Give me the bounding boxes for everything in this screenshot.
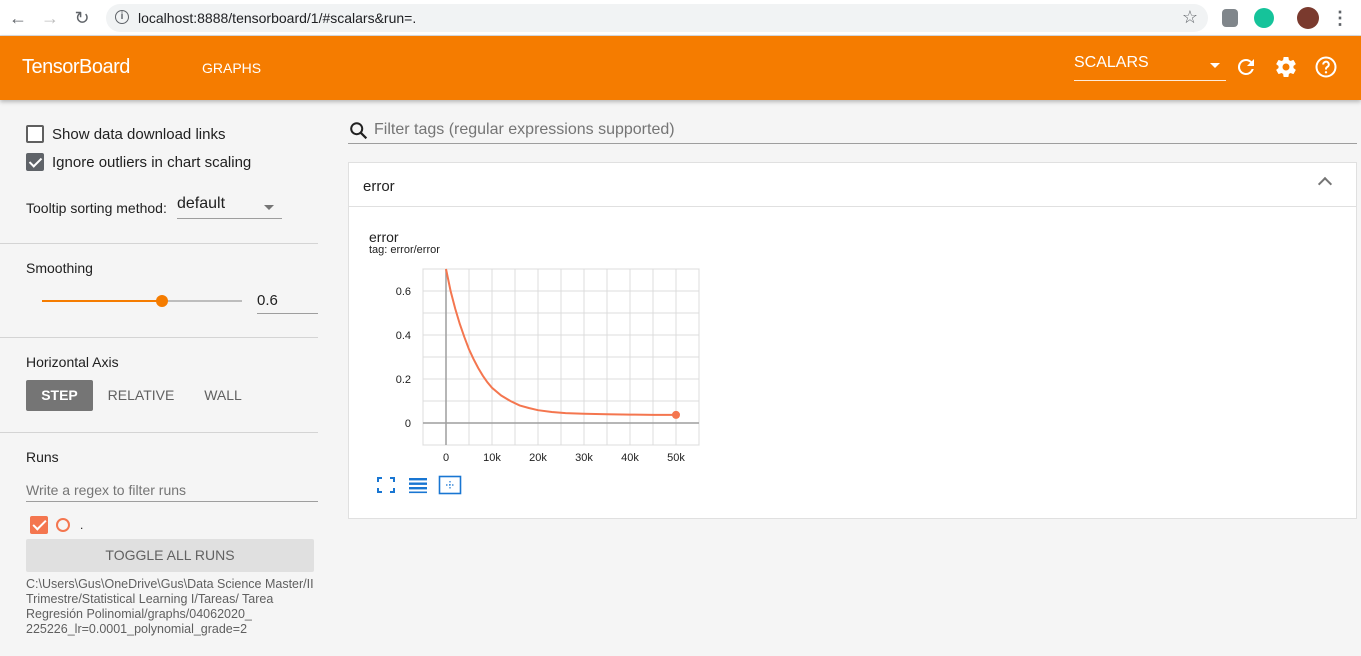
x-tick-label: 30k bbox=[575, 452, 593, 464]
show-download-links-checkbox[interactable] bbox=[26, 125, 44, 143]
tag-filter-placeholder: Filter tags (regular expressions support… bbox=[374, 121, 675, 138]
series-line bbox=[445, 268, 676, 416]
x-tick-label: 10k bbox=[483, 452, 501, 464]
divider bbox=[0, 243, 318, 244]
divider bbox=[0, 337, 318, 338]
y-tick-label: 0.6 bbox=[396, 286, 411, 298]
dashboard-select-value: SCALARS bbox=[1074, 54, 1149, 71]
tag-group-card: error error tag: error/error 0 0.2 0.4 0.6 0… bbox=[348, 162, 1357, 519]
tooltip-sorting-label: Tooltip sorting method: bbox=[26, 200, 167, 216]
x-tick-label: 20k bbox=[529, 452, 547, 464]
profile-avatar[interactable] bbox=[1297, 7, 1319, 29]
runs-label: Runs bbox=[26, 449, 59, 465]
smoothing-slider-knob[interactable] bbox=[156, 295, 168, 307]
tag-group-title: error bbox=[363, 178, 395, 195]
horizontal-axis-label: Horizontal Axis bbox=[26, 354, 119, 370]
ignore-outliers-checkbox[interactable] bbox=[26, 153, 44, 171]
smoothing-label: Smoothing bbox=[26, 260, 93, 276]
axis-wall-button[interactable]: WALL bbox=[204, 387, 242, 403]
tag-filter-input[interactable]: Filter tags (regular expressions support… bbox=[348, 115, 1357, 144]
shield-extension-icon[interactable] bbox=[1222, 9, 1238, 27]
x-tick-label: 50k bbox=[667, 452, 685, 464]
browser-toolbar: ← → ↻ i localhost:8888/tensorboard/1/#sc… bbox=[0, 0, 1361, 36]
toggle-all-runs-button[interactable]: TOGGLE ALL RUNS bbox=[26, 539, 314, 572]
url-text: localhost:8888/tensorboard/1/#scalars&ru… bbox=[138, 10, 417, 26]
app-title: TensorBoard bbox=[22, 56, 130, 78]
dropdown-caret-icon bbox=[1210, 63, 1220, 68]
logdir-path: C:\Users\Gus\OneDrive\Gus\Data Science M… bbox=[26, 577, 314, 636]
fit-domain-icon[interactable] bbox=[438, 475, 462, 495]
divider bbox=[0, 432, 318, 433]
site-info-icon[interactable]: i bbox=[115, 10, 129, 24]
run-color-swatch[interactable] bbox=[56, 518, 70, 532]
runs-filter-input[interactable]: Write a regex to filter runs bbox=[26, 476, 318, 502]
refresh-icon[interactable] bbox=[1234, 55, 1258, 79]
tag-group-header[interactable]: error bbox=[349, 163, 1356, 207]
fullscreen-icon[interactable] bbox=[375, 475, 397, 495]
chevron-up-icon[interactable] bbox=[1317, 176, 1333, 192]
bookmark-star-icon[interactable]: ☆ bbox=[1181, 7, 1198, 27]
y-tick-label: 0 bbox=[405, 418, 411, 430]
search-icon bbox=[350, 122, 368, 140]
tab-graphs[interactable]: GRAPHS bbox=[202, 60, 262, 76]
browser-menu-icon[interactable]: ⋮ bbox=[1331, 8, 1349, 28]
smoothing-value-input[interactable]: 0.6 bbox=[257, 288, 318, 314]
address-bar[interactable]: i localhost:8888/tensorboard/1/#scalars&… bbox=[106, 4, 1208, 32]
tensorboard-header: TensorBoard GRAPHS SCALARS bbox=[0, 36, 1361, 100]
grammarly-extension-icon[interactable] bbox=[1254, 8, 1274, 28]
reload-icon[interactable]: ↻ bbox=[74, 8, 90, 28]
scalar-chart[interactable]: 0 0.2 0.4 0.6 0 10k 20k 30k 40k 50k bbox=[369, 259, 709, 469]
forward-icon[interactable]: → bbox=[41, 8, 59, 28]
x-tick-label: 0 bbox=[443, 452, 449, 464]
tooltip-sorting-select[interactable]: default bbox=[177, 195, 282, 219]
tooltip-sorting-value: default bbox=[177, 195, 226, 212]
sidebar: Show data download links Ignore outliers… bbox=[0, 100, 318, 656]
ignore-outliers-label[interactable]: Ignore outliers in chart scaling bbox=[52, 154, 252, 171]
smoothing-slider[interactable] bbox=[42, 295, 242, 307]
back-icon[interactable]: ← bbox=[9, 8, 27, 28]
chart-title: error bbox=[369, 229, 399, 245]
show-download-links-label[interactable]: Show data download links bbox=[52, 126, 226, 143]
series-last-point bbox=[672, 410, 680, 419]
run-checkbox[interactable] bbox=[30, 516, 48, 534]
chart-tag: tag: error/error bbox=[369, 244, 440, 256]
run-name: . bbox=[80, 518, 84, 532]
axis-step-button[interactable]: STEP bbox=[26, 380, 93, 411]
x-tick-label: 40k bbox=[621, 452, 639, 464]
y-tick-label: 0.4 bbox=[396, 330, 411, 342]
help-icon[interactable] bbox=[1314, 55, 1338, 79]
smoothing-slider-fill bbox=[42, 300, 162, 302]
data-table-icon[interactable] bbox=[407, 475, 429, 495]
y-tick-label: 0.2 bbox=[396, 374, 411, 386]
dashboard-select[interactable]: SCALARS bbox=[1074, 54, 1226, 81]
settings-gear-icon[interactable] bbox=[1274, 55, 1298, 79]
dropdown-caret-icon bbox=[264, 205, 274, 210]
axis-relative-button[interactable]: RELATIVE bbox=[107, 387, 175, 403]
